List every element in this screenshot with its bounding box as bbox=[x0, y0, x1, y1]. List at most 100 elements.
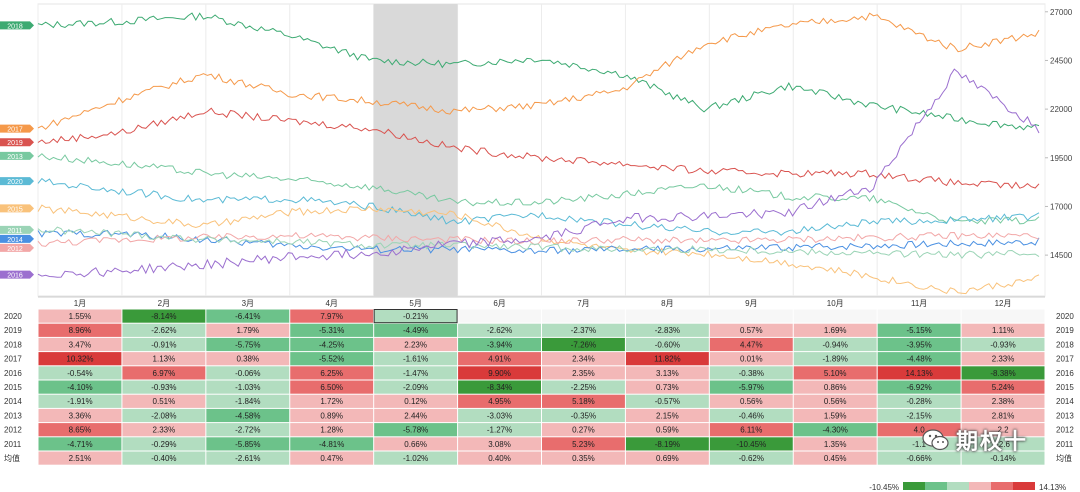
average-cell bbox=[122, 451, 206, 465]
table-cell bbox=[38, 394, 122, 408]
table-cell-value: 0.38% bbox=[236, 355, 259, 364]
table-cell bbox=[961, 337, 1045, 352]
table-cell-value: 1.69% bbox=[824, 326, 847, 335]
table-cell-value: 3.36% bbox=[69, 411, 92, 420]
table-cell-value: -5.78% bbox=[403, 426, 428, 435]
table-cell bbox=[793, 394, 877, 408]
table-cell bbox=[625, 394, 709, 408]
table-cell-value: -2.25% bbox=[571, 383, 596, 392]
table-cell bbox=[709, 380, 793, 394]
row-year-left: 2013 bbox=[4, 411, 22, 420]
average-cell-value: 2.51% bbox=[69, 454, 92, 463]
table-cell bbox=[542, 423, 625, 437]
average-cell bbox=[793, 451, 877, 465]
row-year-right: 2015 bbox=[1056, 383, 1074, 392]
table-cell bbox=[961, 380, 1045, 394]
table-cell bbox=[374, 366, 458, 380]
table-cell bbox=[374, 423, 458, 437]
table-cell bbox=[625, 323, 709, 337]
table-cell-value: 4.95% bbox=[488, 397, 511, 406]
row-year-right: 2011 bbox=[1056, 440, 1074, 449]
table-cell bbox=[709, 323, 793, 337]
y-tick-label: 14500 bbox=[1050, 251, 1073, 260]
series-line-2014 bbox=[37, 229, 1040, 255]
table-cell-value: -1.91% bbox=[67, 397, 92, 406]
table-cell-value: 2.23% bbox=[404, 340, 427, 349]
series-tag-label: 2020 bbox=[7, 179, 23, 186]
table-cell bbox=[38, 437, 122, 451]
table-cell-value: 8.96% bbox=[69, 326, 92, 335]
average-cell-value: -2.61% bbox=[235, 454, 260, 463]
series-tag-label: 2017 bbox=[7, 127, 23, 134]
table-row: 2017 2017 10.32% 1.13% 0.38% -5.52% -1.61% 4.91… bbox=[4, 352, 1074, 366]
table-cell bbox=[961, 352, 1045, 366]
series-tag-shape bbox=[0, 138, 34, 147]
average-cell bbox=[458, 451, 541, 465]
legend-swatch bbox=[991, 482, 1013, 490]
row-year-right: 2016 bbox=[1056, 369, 1074, 378]
table-cell-value: 8.65% bbox=[69, 426, 92, 435]
series-line-2011 bbox=[37, 226, 1040, 259]
row-year-right: 2019 bbox=[1056, 326, 1074, 335]
table-cell-value: -5.75% bbox=[235, 340, 260, 349]
table-cell bbox=[961, 408, 1045, 423]
table-cell bbox=[458, 323, 541, 337]
month-label: 4月 bbox=[325, 299, 337, 308]
table-cell-value: -0.29% bbox=[151, 440, 176, 449]
table-cell bbox=[458, 309, 541, 323]
table-row: 2011 2011 -4.71% -0.29% -5.85% -4.81% 0.66% 3.0… bbox=[4, 437, 1074, 451]
table-cell bbox=[290, 352, 374, 366]
table-cell-value: 2.15% bbox=[656, 411, 679, 420]
average-cell bbox=[625, 451, 709, 465]
average-cell bbox=[374, 451, 458, 465]
table-cell bbox=[961, 437, 1045, 451]
table-cell bbox=[374, 408, 458, 423]
table-cell bbox=[374, 437, 458, 451]
table-row: 2012 2012 8.65% 2.33% -2.72% 1.28% -5.78% -1.27… bbox=[4, 423, 1074, 437]
series-tag-2020: 2020 bbox=[0, 177, 34, 186]
table-cell bbox=[793, 437, 877, 451]
table-cell-value: -8.34% bbox=[487, 383, 512, 392]
table-cell-value: 2.35% bbox=[572, 369, 595, 378]
table-cell bbox=[290, 394, 374, 408]
average-cell-value: 0.35% bbox=[572, 454, 595, 463]
series-tag-shape bbox=[0, 270, 34, 279]
table-cell-value: -1.1 bbox=[912, 440, 926, 449]
highlight-band bbox=[373, 4, 458, 296]
table-cell-value: -4.81% bbox=[319, 440, 344, 449]
table-cell-value: 6.97% bbox=[153, 369, 176, 378]
table-cell bbox=[290, 337, 374, 352]
table-cell bbox=[542, 394, 625, 408]
series-line-2013 bbox=[37, 153, 1040, 225]
table-cell-value: -0.46% bbox=[739, 411, 764, 420]
legend-swatch bbox=[969, 482, 991, 490]
y-tick-label: 22000 bbox=[1050, 105, 1073, 114]
average-cell bbox=[542, 451, 625, 465]
table-cell bbox=[206, 380, 290, 394]
table-cell bbox=[961, 366, 1045, 380]
table-cell-value: -3.94% bbox=[487, 340, 512, 349]
table-cell bbox=[206, 408, 290, 423]
table-cell-value: 0.01% bbox=[740, 355, 763, 364]
table-cell-value: -5.15% bbox=[906, 326, 931, 335]
table-cell bbox=[374, 394, 458, 408]
table-row: 2020 2020 1.55% -8.14% -6.41% 7.97% -0.21% bbox=[4, 309, 1074, 323]
table-cell bbox=[877, 309, 961, 323]
row-year-right: 2017 bbox=[1056, 355, 1074, 364]
series-tag-shape bbox=[0, 177, 34, 186]
table-cell bbox=[625, 423, 709, 437]
table-cell-value: 4.91% bbox=[488, 355, 511, 364]
table-cell-value: -2.62% bbox=[487, 326, 512, 335]
table-cell-value: -1.03% bbox=[235, 383, 260, 392]
table-cell-value: -0.60% bbox=[655, 340, 680, 349]
table-cell bbox=[458, 437, 541, 451]
table-cell-value: -3.95% bbox=[906, 340, 931, 349]
table-cell-value: -1.84% bbox=[235, 397, 260, 406]
table-cell-value: 11.82% bbox=[654, 355, 681, 364]
average-cell bbox=[877, 451, 961, 465]
table-cell-value: -4.25% bbox=[319, 340, 344, 349]
series-tag-shape bbox=[0, 243, 34, 252]
table-cell-value: -2.15% bbox=[906, 411, 931, 420]
series-tag-2019: 2019 bbox=[0, 138, 34, 147]
table-cell bbox=[290, 423, 374, 437]
